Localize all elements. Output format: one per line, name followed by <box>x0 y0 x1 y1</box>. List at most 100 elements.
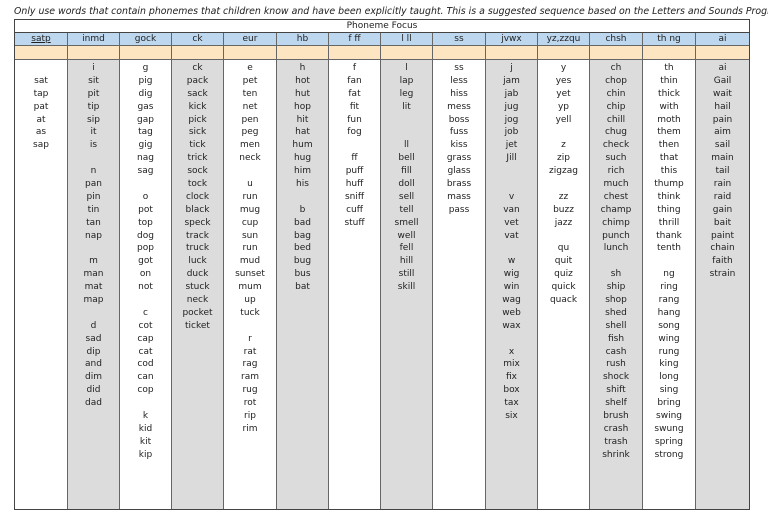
word-item: fish <box>607 333 625 344</box>
word-item: tell <box>399 204 414 215</box>
column-body: f fan fat fit fun fog ff puff huff sniff cuff stuff <box>329 60 380 509</box>
word-item: rang <box>658 295 680 306</box>
word-item: spring <box>654 436 684 447</box>
word-item: win <box>503 282 520 293</box>
word-item: chimp <box>602 217 630 228</box>
word-list: ai Gail wait hail pain aim sail main tail rain rai… <box>696 60 749 281</box>
word-item: crash <box>603 423 629 434</box>
column-header: f ff <box>329 33 380 46</box>
word-item: shelf <box>605 398 627 409</box>
word-item <box>538 230 589 243</box>
word-item: tenth <box>656 243 681 254</box>
word-item: hop <box>294 101 311 112</box>
word-item: quit <box>554 256 573 267</box>
word-item: h <box>299 63 306 73</box>
word-item: gain <box>712 204 733 215</box>
column-header: chsh <box>590 33 642 46</box>
word-item: sick <box>188 127 207 138</box>
word-item: strain <box>709 269 736 280</box>
word-item: not <box>138 282 153 293</box>
word-item: jam <box>503 75 520 86</box>
word-item: tan <box>86 217 101 228</box>
word-item: wax <box>502 320 521 331</box>
word-item: Jill <box>506 153 517 164</box>
word-item: rim <box>242 423 258 434</box>
word-item: kit <box>139 436 152 447</box>
word-item: hail <box>714 101 731 112</box>
word-item: quiz <box>554 269 573 280</box>
word-item: dip <box>86 346 101 357</box>
word-item: pain <box>712 114 733 125</box>
word-item: sing <box>659 385 679 396</box>
word-item: job <box>504 127 519 138</box>
word-item <box>538 126 589 139</box>
word-list: h hot hut hop hit hat hum hug him his b bad bag bed bu… <box>277 60 328 294</box>
word-item: fill <box>401 166 412 177</box>
word-item: kip <box>138 449 153 460</box>
word-item: dim <box>85 372 102 383</box>
word-item: wait <box>713 88 732 99</box>
word-item: sunset <box>235 269 265 280</box>
word-item: thick <box>658 88 680 99</box>
word-item: thank <box>656 230 682 241</box>
word-item: mass <box>447 191 471 202</box>
word-item: thin <box>660 75 678 86</box>
word-item: well <box>397 230 416 241</box>
word-item: rush <box>606 359 626 370</box>
column-body: l lap leg lit ll bell fill doll sell tell smell wel… <box>381 60 432 509</box>
word-item: tax <box>504 398 519 409</box>
column-header: yz,zzqu <box>538 33 589 46</box>
column-header-label: jvwx <box>501 34 522 44</box>
instruction-note: Only use words that contain phonemes tha… <box>14 6 768 17</box>
word-item: r <box>248 333 252 344</box>
word-list: l lap leg lit ll bell fill doll sell tell smell wel… <box>381 60 432 294</box>
word-item: sh <box>610 269 622 280</box>
word-item: ticket <box>185 320 210 331</box>
word-item: men <box>239 140 260 151</box>
word-item: such <box>605 153 627 164</box>
word-list: i sit pit tip sip it is n pan pin tin tan nap m man mat… <box>68 60 119 410</box>
word-item: sell <box>398 191 415 202</box>
word-item: check <box>602 140 630 151</box>
word-item: doll <box>398 179 415 190</box>
word-item: zz <box>558 191 569 202</box>
word-item: y <box>560 63 567 73</box>
word-item: six <box>505 411 518 422</box>
word-item: rot <box>243 398 257 409</box>
word-item: run <box>242 243 258 254</box>
word-item: sack <box>187 88 208 99</box>
word-item: b <box>299 204 306 215</box>
word-item: chain <box>710 243 735 254</box>
word-item: them <box>657 127 681 138</box>
word-item: hang <box>657 307 681 318</box>
word-item: cup <box>241 217 259 228</box>
word-item: glass <box>447 166 471 177</box>
header-strip <box>172 46 223 60</box>
column-header-label: eur <box>242 34 258 44</box>
word-item <box>590 255 642 268</box>
word-item: pit <box>87 88 100 99</box>
word-item: ck <box>192 63 203 73</box>
word-item: chill <box>606 114 626 125</box>
column-header: ck <box>172 33 223 46</box>
header-strip <box>590 46 642 60</box>
word-item: chin <box>606 88 626 99</box>
word-item <box>486 333 537 346</box>
word-item: raid <box>713 191 732 202</box>
word-item: fan <box>347 75 362 86</box>
column-body: y yes yet yp yell z zip zigzag zz buzz jazz qu quit q… <box>538 60 589 509</box>
word-item: cot <box>138 320 153 331</box>
word-item: jab <box>504 88 519 99</box>
column-header: ss <box>433 33 485 46</box>
column-header-label: inmd <box>82 34 105 44</box>
word-item: sniff <box>344 191 365 202</box>
word-list: ss less hiss mess boss fuss kiss grass glass bras… <box>433 60 485 217</box>
word-item: is <box>89 140 98 151</box>
word-list: ch chop chin chip chill chug check such rich much… <box>590 60 642 462</box>
word-item: neck <box>239 153 261 164</box>
word-item: black <box>185 204 210 215</box>
word-item: bug <box>293 256 312 267</box>
word-item: dad <box>85 398 102 409</box>
phoneme-column: eur e pet ten net pen peg men neck u run mug cup sun r… <box>224 33 277 509</box>
word-item: at <box>36 114 46 125</box>
